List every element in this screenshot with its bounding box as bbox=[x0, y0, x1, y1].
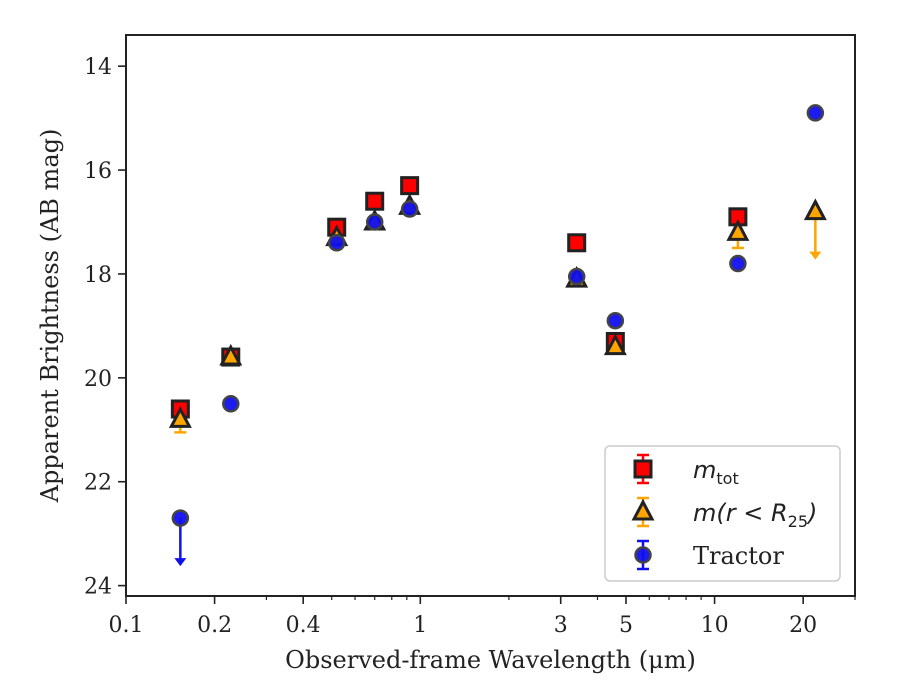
x-tick-label: 1 bbox=[413, 613, 427, 638]
data-point-circle bbox=[567, 267, 586, 286]
legend-marker-square bbox=[633, 459, 653, 479]
x-tick-label: 0.4 bbox=[286, 613, 321, 638]
data-point-circle bbox=[400, 200, 419, 218]
data-point-circle bbox=[365, 213, 384, 231]
x-tick-label: 0.1 bbox=[109, 613, 144, 638]
legend-marker-triangle bbox=[631, 498, 655, 521]
legend-label-sub: tot bbox=[716, 469, 738, 488]
y-axis-label: Apparent Brightness (AB mag) bbox=[36, 129, 64, 504]
data-point-square bbox=[400, 176, 420, 196]
y-axis: 14 16 18 20 22 24 bbox=[84, 55, 126, 600]
series-layer bbox=[168, 104, 827, 567]
upper-limit-arrow-head bbox=[174, 558, 187, 567]
data-point-circle bbox=[222, 395, 240, 413]
y-tick-label: 16 bbox=[84, 159, 112, 184]
data-point-square bbox=[365, 191, 385, 211]
y-tick-label: 24 bbox=[84, 575, 112, 600]
y-tick-label: 14 bbox=[84, 55, 112, 80]
series-circle bbox=[171, 104, 825, 567]
legend-label-end: ) bbox=[806, 499, 817, 527]
legend: mtot m(r < R25) Tractor bbox=[604, 445, 841, 582]
data-point-circle bbox=[606, 311, 625, 330]
legend-entry: mtot bbox=[633, 453, 739, 488]
y-tick-label: 22 bbox=[84, 471, 112, 496]
data-point-circle bbox=[327, 234, 346, 252]
legend-label: m(r < R25) bbox=[693, 499, 817, 531]
legend-label: Tractor bbox=[693, 542, 784, 570]
data-point-triangle bbox=[168, 406, 192, 428]
x-tick-label: 10 bbox=[701, 613, 729, 638]
legend-entry: m(r < R25) bbox=[631, 496, 817, 531]
plot-frame bbox=[125, 34, 856, 597]
x-tick-label: 20 bbox=[789, 613, 817, 638]
x-tick-label: 3 bbox=[554, 613, 568, 638]
legend-label-sub: 25 bbox=[788, 512, 808, 531]
data-point-triangle bbox=[219, 343, 243, 366]
data-point-triangle bbox=[603, 333, 627, 356]
data-point-square bbox=[567, 233, 587, 253]
y-tick-label: 18 bbox=[84, 263, 112, 288]
data-point-triangle bbox=[726, 219, 750, 241]
x-axis-label: Observed-frame Wavelength (μm) bbox=[285, 646, 696, 674]
legend-entry: Tractor bbox=[634, 539, 784, 571]
data-point-triangle bbox=[803, 198, 827, 221]
x-tick-label: 5 bbox=[619, 613, 633, 638]
x-tick-label: 0.2 bbox=[197, 613, 232, 638]
series-square bbox=[170, 176, 748, 419]
legend-label: mtot bbox=[693, 456, 739, 488]
legend-box bbox=[604, 445, 841, 582]
x-axis: 0.1 0.2 0.4 1 3 5 10 20 bbox=[109, 596, 856, 638]
data-point-circle bbox=[171, 509, 190, 527]
data-point-circle bbox=[729, 254, 747, 273]
upper-limit-arrow-head bbox=[809, 251, 822, 260]
data-point-circle bbox=[806, 104, 825, 122]
legend-label-main: m(r < R bbox=[693, 499, 788, 527]
legend-label-main: m bbox=[693, 456, 716, 484]
y-tick-label: 20 bbox=[84, 367, 112, 392]
legend-marker-circle bbox=[634, 546, 652, 564]
series-triangle bbox=[168, 193, 827, 434]
